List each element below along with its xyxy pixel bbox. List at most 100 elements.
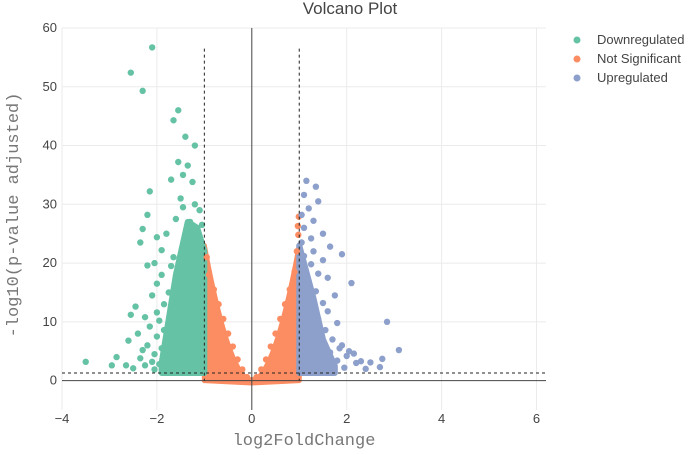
not-significant-point (243, 373, 251, 381)
x-axis-title: log2FoldChange (233, 432, 376, 450)
downregulated-point (134, 330, 142, 337)
not-significant-point (220, 315, 227, 323)
not-significant-point (267, 343, 274, 350)
downregulated-point (186, 256, 194, 264)
not-significant-band (158, 218, 338, 386)
upregulated-point (324, 362, 331, 369)
downregulated-point (137, 239, 144, 246)
not-significant-point (277, 315, 284, 323)
downregulated-point (198, 221, 206, 229)
y-tick-label: 60 (43, 20, 57, 35)
downregulated-point (163, 230, 170, 237)
upregulated-point (305, 278, 312, 286)
y-tick-label: 30 (43, 196, 57, 211)
downregulated-point (196, 268, 203, 276)
downregulated-point (179, 204, 187, 211)
downregulated-point (177, 331, 184, 338)
downregulated-point (129, 365, 137, 372)
downregulated-point (177, 266, 184, 274)
upregulated-point (336, 345, 343, 352)
upregulated-point (341, 364, 348, 371)
downregulated-point (167, 312, 175, 320)
upregulated-point (357, 358, 365, 365)
downregulated-point (175, 349, 182, 356)
not-significant-point (210, 286, 218, 293)
upregulated-point (317, 344, 324, 351)
x-tick-label: 6 (533, 411, 540, 426)
legend[interactable]: Downregulated Not Significant Upregulated (573, 32, 685, 85)
legend-marker-not-significant (573, 55, 581, 63)
downregulated-point (196, 318, 203, 326)
downregulated-point (153, 309, 161, 316)
not-significant-point (291, 268, 298, 276)
downregulated-point (182, 236, 189, 243)
upregulated-point (305, 339, 312, 346)
downregulated-point (191, 276, 199, 283)
upregulated-point (315, 198, 322, 205)
not-significant-point (295, 231, 302, 239)
upregulated-point (300, 224, 308, 232)
downregulated-point (189, 362, 196, 370)
downregulated-point (177, 195, 184, 202)
upregulated-point (331, 292, 339, 299)
y-axis-title: -log10(p-value adjusted) (5, 93, 24, 338)
upregulated-point (300, 312, 308, 320)
downregulated-point (122, 362, 130, 369)
upregulated-point (303, 177, 310, 184)
downregulated-point (194, 242, 201, 249)
upregulated-point (298, 239, 305, 246)
upregulated-point (322, 326, 329, 334)
downregulated-point (113, 353, 120, 361)
not-significant-point (262, 356, 270, 363)
downregulated-point (125, 337, 132, 344)
downregulated-point (189, 178, 196, 186)
downregulated-point (156, 360, 163, 368)
upregulated-point (307, 303, 315, 311)
x-tick-label: −2 (149, 411, 164, 426)
downregulated-point (165, 289, 172, 296)
upregulated-point (307, 358, 315, 366)
upregulated-point (319, 355, 327, 363)
downregulated-point (186, 218, 194, 226)
legend-item-upregulated[interactable]: Upregulated (573, 70, 668, 85)
downregulated-point (175, 107, 182, 114)
legend-item-downregulated[interactable]: Downregulated (573, 32, 685, 47)
downregulated-point (139, 87, 146, 95)
x-tick-label: 0 (248, 411, 255, 426)
downregulated-point (175, 298, 182, 305)
downregulated-point (148, 44, 156, 51)
not-significant-point (224, 330, 232, 337)
downregulated-point (175, 158, 182, 166)
downregulated-point (160, 326, 168, 334)
upregulated-point (298, 284, 305, 291)
downregulated-point (184, 352, 191, 360)
upregulated-point (310, 217, 317, 224)
downregulated-point (167, 262, 175, 270)
downregulated-point (186, 315, 194, 323)
upregulated-point (307, 235, 315, 242)
y-tick-label: 50 (43, 79, 57, 94)
x-tick-label: 4 (438, 411, 445, 426)
x-tick-label: −4 (55, 411, 70, 426)
downregulated-point (172, 278, 180, 286)
downregulated-point (158, 345, 165, 352)
upregulated-point (312, 333, 320, 340)
downregulated-point (148, 292, 156, 299)
upregulated-point (300, 346, 308, 354)
upregulated-point (319, 256, 327, 264)
upregulated-point (312, 363, 320, 370)
downregulated-point (170, 117, 177, 124)
downregulated-point (196, 348, 203, 355)
upregulated-point (324, 274, 331, 281)
upregulated-point (379, 355, 386, 363)
legend-item-not-significant[interactable]: Not Significant (573, 51, 682, 66)
downregulated-point (172, 340, 180, 347)
downregulated-point (137, 355, 144, 362)
downregulated-point (182, 133, 189, 140)
not-significant-point (294, 222, 302, 230)
downregulated-point (191, 201, 199, 208)
downregulated-point (153, 280, 161, 287)
y-tick-label: 0 (50, 373, 57, 388)
downregulated-point (139, 225, 146, 233)
